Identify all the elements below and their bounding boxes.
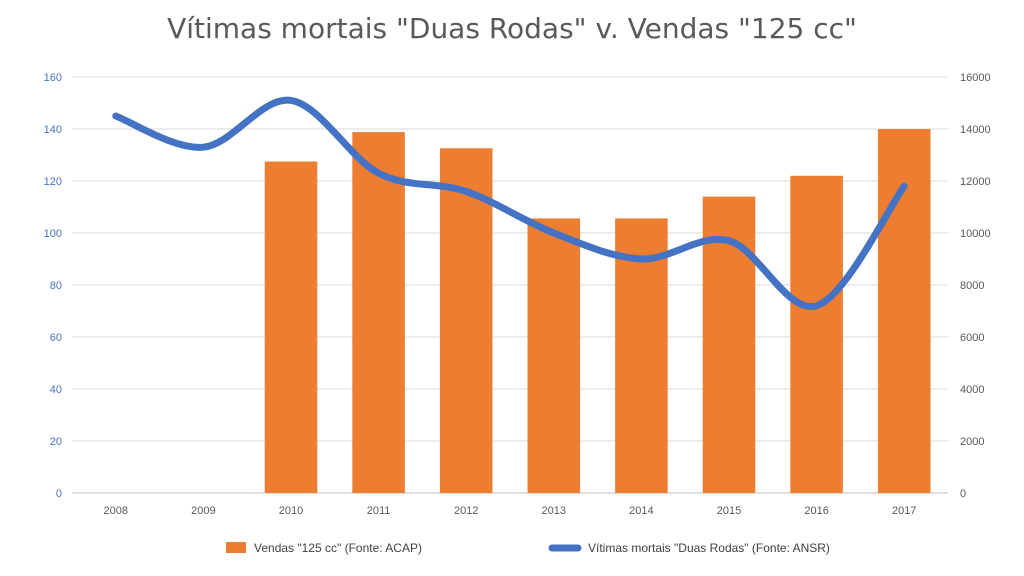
x-tick-label: 2014 bbox=[629, 505, 653, 517]
x-tick-label: 2013 bbox=[542, 505, 566, 517]
x-tick-label: 2015 bbox=[717, 505, 741, 517]
legend-label-bar: Vendas "125 cc" (Fonte: ACAP) bbox=[254, 541, 422, 555]
y-right-tick-label: 0 bbox=[960, 488, 966, 500]
y-left-tick-label: 60 bbox=[50, 332, 62, 344]
y-right-tick-label: 10000 bbox=[960, 228, 991, 240]
y-right-tick-label: 8000 bbox=[960, 280, 984, 292]
series-line bbox=[112, 96, 908, 311]
y-right-tick-label: 16000 bbox=[960, 72, 991, 84]
bar bbox=[527, 218, 581, 493]
x-tick-label: 2016 bbox=[804, 505, 828, 517]
y-left-tick-label: 120 bbox=[44, 176, 62, 188]
x-tick-label: 2010 bbox=[279, 505, 303, 517]
y-left-tick-label: 40 bbox=[50, 384, 62, 396]
x-tick-label: 2008 bbox=[104, 505, 128, 517]
y-left-tick-label: 100 bbox=[44, 228, 62, 240]
bar bbox=[615, 218, 668, 493]
bar bbox=[702, 196, 756, 493]
y-left-tick-label: 160 bbox=[44, 72, 62, 84]
x-tick-label: 2011 bbox=[367, 505, 391, 517]
y-right-tick-label: 12000 bbox=[960, 176, 991, 188]
bar bbox=[352, 132, 405, 493]
y-left-tick-label: 20 bbox=[50, 436, 62, 448]
x-tick-label: 2017 bbox=[892, 505, 916, 517]
y-left-tick-label: 0 bbox=[56, 488, 62, 500]
chart-title: Vítimas mortais "Duas Rodas" v. Vendas "… bbox=[167, 12, 857, 45]
x-tick-label: 2009 bbox=[191, 505, 215, 517]
y-right-tick-label: 2000 bbox=[960, 436, 984, 448]
y-left-tick-label: 140 bbox=[44, 124, 62, 136]
legend-swatch-bar bbox=[226, 542, 246, 553]
y-right-tick-label: 14000 bbox=[960, 124, 991, 136]
y-right-tick-label: 6000 bbox=[960, 332, 984, 344]
bar bbox=[790, 175, 843, 494]
bar bbox=[264, 161, 318, 493]
y-left-tick-label: 80 bbox=[50, 280, 62, 292]
legend-label-line: Vítimas mortais "Duas Rodas" (Fonte: ANS… bbox=[588, 541, 830, 555]
y-right-tick-label: 4000 bbox=[960, 384, 984, 396]
x-tick-label: 2012 bbox=[454, 505, 478, 517]
bar bbox=[439, 148, 493, 494]
